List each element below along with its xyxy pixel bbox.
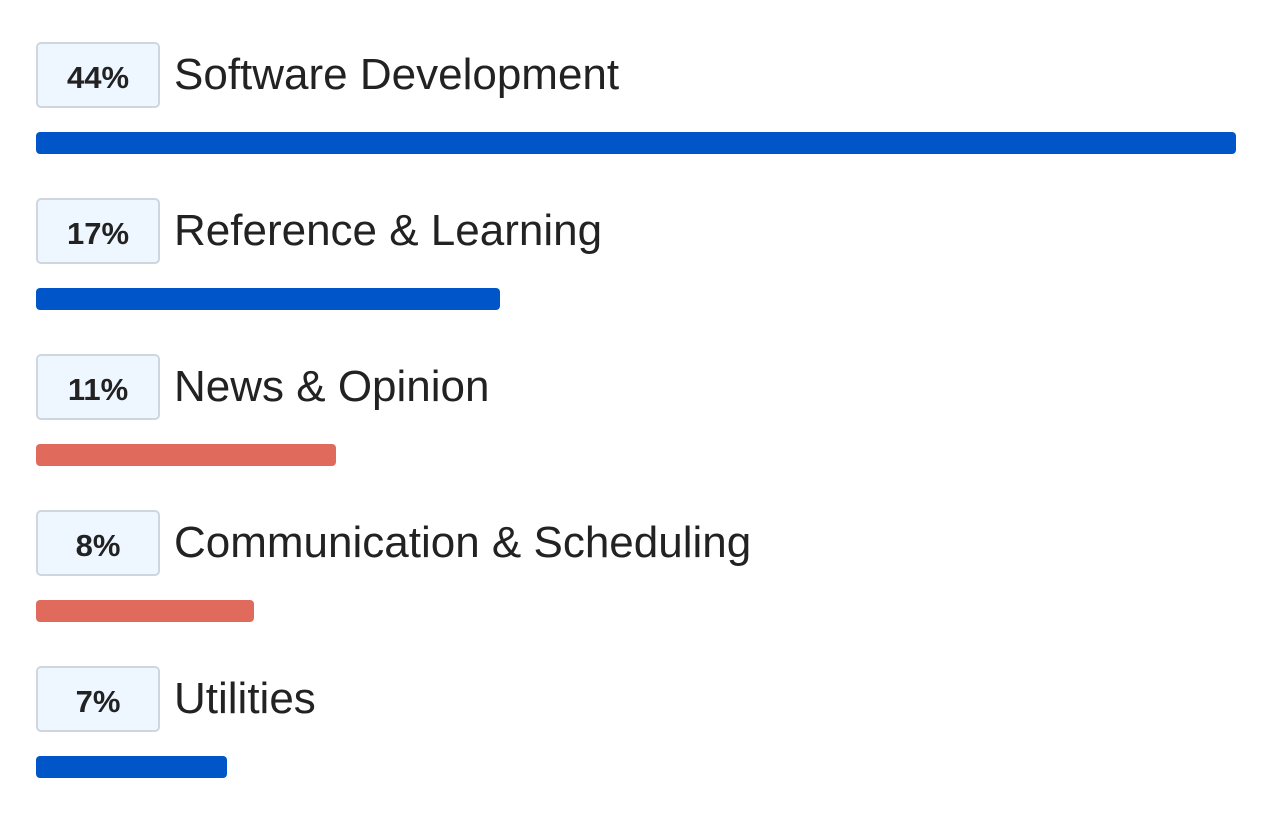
percent-badge: 44% bbox=[36, 42, 160, 108]
category-row: 7% Utilities bbox=[36, 666, 1236, 822]
bar-track bbox=[36, 444, 1236, 466]
category-label[interactable]: Communication & Scheduling bbox=[174, 518, 752, 567]
bar-track bbox=[36, 756, 1236, 778]
percent-badge: 17% bbox=[36, 198, 160, 264]
category-header: 8% Communication & Scheduling bbox=[36, 510, 1236, 576]
category-label[interactable]: News & Opinion bbox=[174, 362, 490, 411]
bar-track bbox=[36, 600, 1236, 622]
bar-track bbox=[36, 132, 1236, 154]
percent-badge: 11% bbox=[36, 354, 160, 420]
category-header: 44% Software Development bbox=[36, 42, 1236, 108]
percent-badge: 7% bbox=[36, 666, 160, 732]
category-row: 44% Software Development bbox=[36, 42, 1236, 198]
category-header: 17% Reference & Learning bbox=[36, 198, 1236, 264]
category-header: 7% Utilities bbox=[36, 666, 1236, 732]
category-bar bbox=[36, 288, 500, 310]
category-label[interactable]: Utilities bbox=[174, 674, 316, 723]
category-label[interactable]: Software Development bbox=[174, 50, 620, 99]
percent-badge: 8% bbox=[36, 510, 160, 576]
category-label[interactable]: Reference & Learning bbox=[174, 206, 603, 255]
category-row: 8% Communication & Scheduling bbox=[36, 510, 1236, 666]
category-row: 17% Reference & Learning bbox=[36, 198, 1236, 354]
category-bar bbox=[36, 600, 254, 622]
category-bar bbox=[36, 756, 227, 778]
category-bar bbox=[36, 444, 336, 466]
category-breakdown-chart: 44% Software Development 17% Reference &… bbox=[36, 42, 1236, 822]
category-header: 11% News & Opinion bbox=[36, 354, 1236, 420]
category-row: 11% News & Opinion bbox=[36, 354, 1236, 510]
category-bar bbox=[36, 132, 1236, 154]
bar-track bbox=[36, 288, 1236, 310]
